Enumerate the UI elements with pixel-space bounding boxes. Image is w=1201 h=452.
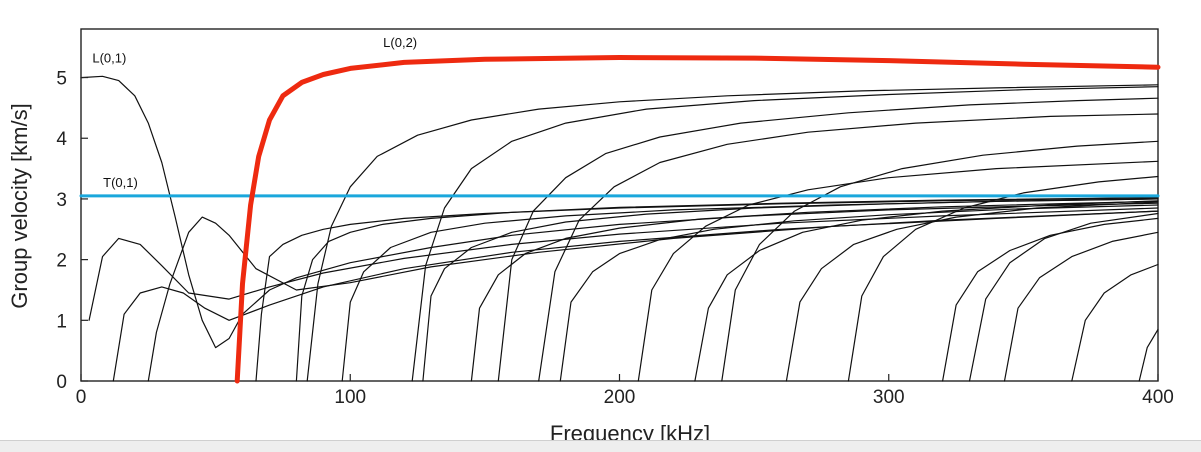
dispersion-mode-curve bbox=[112, 210, 1159, 382]
dispersion-mode-curve bbox=[721, 140, 1159, 382]
dispersion-mode-curve bbox=[306, 84, 1159, 382]
mode-label-l01: L(0,1) bbox=[92, 50, 126, 65]
dispersion-mode-curve bbox=[422, 198, 1159, 382]
dispersion-mode-curve bbox=[1071, 263, 1159, 382]
x-tick-label: 0 bbox=[76, 387, 87, 408]
dispersion-mode-curve bbox=[147, 210, 1159, 382]
dispersion-mode-curve bbox=[694, 200, 1159, 382]
x-tick-label: 400 bbox=[1142, 387, 1174, 408]
x-tick-label: 200 bbox=[604, 387, 636, 408]
dispersion-mode-curve bbox=[295, 197, 1159, 382]
dispersion-mode-curve bbox=[470, 200, 1159, 382]
dispersion-mode-curve bbox=[559, 204, 1159, 382]
y-tick-label: 0 bbox=[56, 372, 67, 393]
mode-label-t01: T(0,1) bbox=[103, 175, 138, 190]
x-axis-ticks: 0 100 200 300 400 bbox=[76, 374, 1174, 408]
y-axis-ticks: 0 1 2 3 4 5 bbox=[56, 69, 88, 393]
dispersion-mode-curve bbox=[942, 217, 1159, 382]
dispersion-mode-curve bbox=[341, 198, 1159, 382]
x-tick-label: 100 bbox=[334, 387, 366, 408]
y-tick-label: 2 bbox=[56, 251, 67, 272]
dispersion-mode-curve bbox=[88, 207, 1159, 321]
bottom-band bbox=[0, 440, 1201, 452]
y-axis-label: Group velocity [km/s] bbox=[7, 103, 32, 308]
dispersion-mode-curve bbox=[497, 97, 1159, 382]
y-tick-label: 1 bbox=[56, 311, 67, 332]
y-tick-label: 3 bbox=[56, 190, 67, 211]
y-tick-label: 5 bbox=[56, 69, 67, 90]
y-tick-label: 4 bbox=[56, 129, 67, 150]
dispersion-curves bbox=[79, 55, 1161, 384]
dispersion-mode-curve bbox=[785, 201, 1159, 382]
mode-labels: L(0,1) L(0,2) T(0,1) bbox=[92, 35, 417, 190]
dispersion-mode-curve bbox=[1138, 328, 1159, 382]
dispersion-mode-curve bbox=[637, 160, 1159, 382]
dispersion-mode-curve bbox=[1003, 231, 1159, 382]
mode-label-l02: L(0,2) bbox=[383, 35, 417, 50]
dispersion-mode-curve bbox=[538, 113, 1159, 382]
dispersion-mode-curve bbox=[411, 86, 1159, 382]
dispersion-mode-curve bbox=[847, 175, 1159, 382]
x-tick-label: 300 bbox=[873, 387, 905, 408]
mode-curve-l02 bbox=[234, 55, 1161, 384]
dispersion-mode-curve bbox=[968, 212, 1159, 382]
